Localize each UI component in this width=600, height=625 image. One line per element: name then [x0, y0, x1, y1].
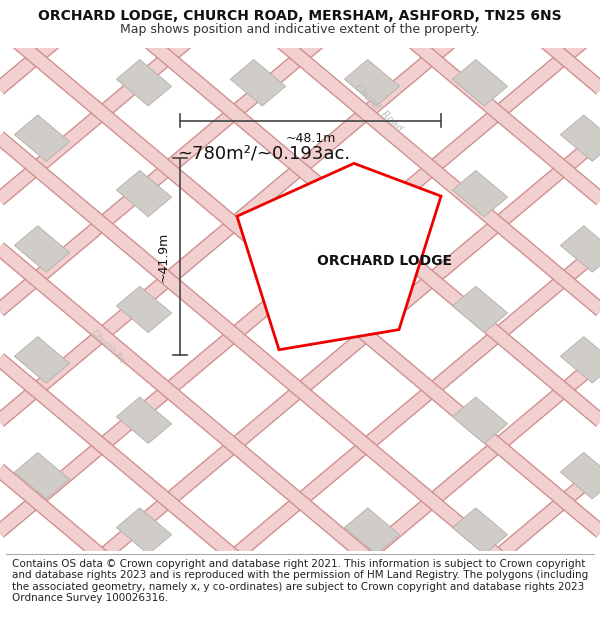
Polygon shape	[14, 337, 70, 383]
Polygon shape	[14, 226, 70, 272]
Polygon shape	[452, 59, 508, 106]
Text: ~780m²/~0.193ac.: ~780m²/~0.193ac.	[178, 144, 350, 162]
Polygon shape	[344, 508, 400, 554]
Text: Map shows position and indicative extent of the property.: Map shows position and indicative extent…	[120, 22, 480, 36]
Polygon shape	[344, 171, 400, 217]
Polygon shape	[237, 163, 441, 350]
Polygon shape	[560, 226, 600, 272]
Polygon shape	[560, 337, 600, 383]
Polygon shape	[560, 452, 600, 499]
Polygon shape	[344, 59, 400, 106]
Text: ~48.1m: ~48.1m	[286, 132, 335, 144]
Text: Church Ro...: Church Ro...	[89, 329, 133, 371]
Polygon shape	[452, 286, 508, 332]
Polygon shape	[560, 115, 600, 161]
Polygon shape	[452, 397, 508, 443]
Text: Contains OS data © Crown copyright and database right 2021. This information is : Contains OS data © Crown copyright and d…	[12, 559, 588, 603]
Text: Church Road: Church Road	[352, 82, 404, 134]
Text: ORCHARD LODGE, CHURCH ROAD, MERSHAM, ASHFORD, TN25 6NS: ORCHARD LODGE, CHURCH ROAD, MERSHAM, ASH…	[38, 9, 562, 24]
Polygon shape	[14, 452, 70, 499]
Text: ~41.9m: ~41.9m	[156, 231, 169, 282]
Polygon shape	[452, 508, 508, 554]
Polygon shape	[452, 171, 508, 217]
Polygon shape	[116, 397, 172, 443]
Polygon shape	[116, 286, 172, 332]
Polygon shape	[14, 115, 70, 161]
Polygon shape	[230, 59, 286, 106]
Text: ORCHARD LODGE: ORCHARD LODGE	[317, 254, 452, 268]
Polygon shape	[116, 171, 172, 217]
Polygon shape	[116, 59, 172, 106]
Polygon shape	[116, 508, 172, 554]
